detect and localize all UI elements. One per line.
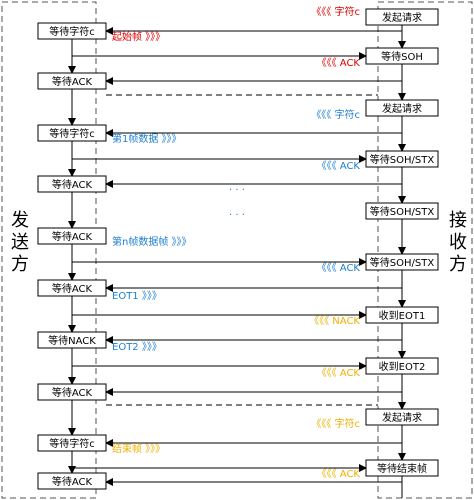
message-label: 《《《 字符c (311, 108, 360, 121)
sender-state (37, 124, 107, 142)
message-label: EOT2 》》》 (112, 341, 162, 353)
sender-state (37, 22, 107, 40)
sender-state-label: 等待ACK (52, 75, 93, 88)
sender-state-label: 等待字符c (49, 127, 95, 140)
receiver-state-label: 收到EOT1 (379, 309, 426, 322)
receiver-state-label: 等待SOH/STX (370, 205, 435, 218)
message-label: EOT1 》》》 (112, 290, 162, 302)
receiver-state-label: 等待SOH (381, 50, 423, 63)
sender-state (37, 72, 107, 90)
receiver-state (365, 202, 439, 220)
sender-state (37, 227, 107, 245)
receiver-state (365, 357, 439, 375)
message-label: 起始帧 》》》 (112, 30, 165, 43)
receiver-state (365, 253, 439, 271)
message-label: 结束帧 》》》 (112, 442, 165, 455)
message-label: 《《《 ACK (317, 57, 361, 69)
sender-state (37, 279, 107, 297)
sender-state (37, 175, 107, 193)
sender-state-label: 等待字符c (49, 25, 95, 38)
receiver-state-label: 等待结束帧 (377, 462, 427, 475)
message-label: 《《《 ACK (317, 367, 361, 379)
message-label: 《《《 NACK (309, 315, 360, 327)
sender-state-label: 等待ACK (52, 230, 93, 243)
ellipsis: · · · (229, 185, 245, 196)
sender-state-label: 等待ACK (52, 178, 93, 191)
message-label: 《《《 ACK (317, 468, 361, 480)
message-label: 《《《 字符c (311, 5, 360, 18)
receiver-state (365, 8, 439, 26)
message-label: 第n帧数据帧 》》》 (112, 235, 192, 248)
receiver-state-label: 发起请求 (382, 102, 422, 115)
sender-state (37, 434, 107, 452)
receiver-state (365, 408, 439, 426)
sender-label: 发送方 (8, 210, 29, 276)
message-label: 《《《 ACK (317, 262, 361, 274)
sender-state-label: 等待ACK (52, 282, 93, 295)
receiver-state-label: 等待SOH/STX (370, 153, 435, 166)
receiver-state-label: 等待SOH/STX (370, 256, 435, 269)
receiver-label: 接收方 (446, 210, 467, 276)
receiver-state-label: 发起请求 (382, 411, 422, 424)
receiver-state (365, 150, 439, 168)
sender-state-label: 等待ACK (52, 386, 93, 399)
receiver-state (365, 47, 439, 65)
message-label: 《《《 字符c (311, 417, 360, 430)
ellipsis: · · · (229, 210, 245, 221)
message-label: 《《《 ACK (317, 160, 361, 172)
sender-state-label: 等待字符c (49, 437, 95, 450)
receiver-state (365, 306, 439, 324)
sender-state (37, 383, 107, 401)
receiver-state (365, 459, 439, 477)
receiver-state-label: 收到EOT2 (379, 360, 426, 373)
receiver-state-label: 发起请求 (382, 11, 422, 24)
sender-state (37, 331, 107, 349)
receiver-state (365, 99, 439, 117)
sender-state-label: 等待NACK (48, 334, 96, 347)
message-label: 第1帧数据 》》》 (112, 132, 182, 145)
sender-state (37, 472, 107, 490)
sender-state-label: 等待ACK (52, 475, 93, 488)
